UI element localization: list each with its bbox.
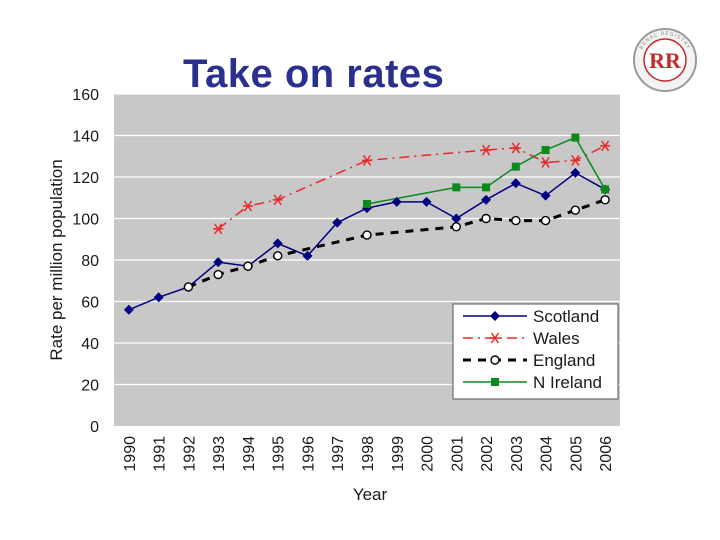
data-point xyxy=(362,154,372,166)
data-point xyxy=(600,195,610,205)
y-tick-label: 100 xyxy=(72,212,99,229)
y-tick-label: 40 xyxy=(81,336,99,353)
data-point xyxy=(482,183,491,192)
data-point xyxy=(272,194,283,206)
data-point xyxy=(570,205,581,215)
y-tick-label: 60 xyxy=(81,295,99,312)
x-tick-label: 1990 xyxy=(122,436,139,472)
legend-item: Scotland xyxy=(463,307,599,326)
x-tick-label: 2005 xyxy=(568,436,585,472)
data-point xyxy=(363,199,371,208)
x-axis-title: Year xyxy=(353,485,388,504)
data-point xyxy=(362,230,372,240)
x-tick-label: 1997 xyxy=(330,436,347,472)
y-tick-label: 160 xyxy=(72,87,99,104)
data-point xyxy=(391,196,402,207)
data-point xyxy=(490,355,500,365)
data-point xyxy=(540,215,551,226)
x-tick-label: 1996 xyxy=(300,436,317,472)
data-point xyxy=(481,194,492,205)
data-point xyxy=(570,154,581,166)
data-point xyxy=(601,185,610,194)
data-point xyxy=(571,133,580,142)
legend-item: N Ireland xyxy=(463,373,602,392)
legend-label: England xyxy=(533,351,595,370)
x-tick-label: 2004 xyxy=(539,436,556,472)
data-point xyxy=(213,257,224,268)
x-axis-ticks: 1990 1991 1992 1993 1994 1995 1996 1997 1998 1999… xyxy=(122,436,615,472)
data-point xyxy=(451,213,462,224)
legend-item: England xyxy=(463,351,595,370)
data-point xyxy=(511,162,520,171)
data-point xyxy=(570,167,581,178)
legend-label: N Ireland xyxy=(533,373,602,392)
data-point xyxy=(490,311,500,321)
logo-initials: RR xyxy=(649,48,682,73)
data-point xyxy=(511,215,521,226)
x-tick-label: 2003 xyxy=(509,436,526,472)
data-point xyxy=(421,196,432,207)
data-point xyxy=(540,190,551,201)
x-tick-label: 1994 xyxy=(241,436,258,472)
data-point xyxy=(541,146,550,155)
legend-label: Scotland xyxy=(533,307,599,326)
data-point xyxy=(213,223,224,235)
data-point xyxy=(451,222,461,232)
x-tick-label: 2001 xyxy=(449,436,466,472)
slide-title: Take on rates xyxy=(183,52,445,96)
y-tick-label: 0 xyxy=(90,419,99,436)
x-tick-label: 1992 xyxy=(181,436,198,472)
data-point xyxy=(452,183,461,192)
series-line-wales xyxy=(217,145,606,230)
y-tick-label: 120 xyxy=(72,170,99,187)
data-point xyxy=(540,157,551,168)
data-point xyxy=(510,142,521,154)
data-point xyxy=(123,304,134,315)
data-point xyxy=(183,282,194,292)
registry-logo: RR RENAL REGISTRY xyxy=(633,28,697,92)
x-tick-label: 1995 xyxy=(271,436,288,472)
data-point xyxy=(510,178,521,189)
data-point xyxy=(153,292,164,303)
data-point xyxy=(213,269,223,280)
y-axis-ticks: 0 20 40 60 80 100 120 140 160 xyxy=(72,87,99,436)
legend-box xyxy=(452,303,619,400)
data-point xyxy=(600,140,611,152)
data-point xyxy=(491,378,499,386)
data-point xyxy=(243,261,253,271)
data-point xyxy=(242,200,253,212)
data-point xyxy=(273,251,283,261)
legend: Scotland Wales England N Ireland xyxy=(452,303,619,400)
data-point xyxy=(481,213,491,224)
data-point xyxy=(481,144,492,156)
y-tick-label: 80 xyxy=(81,253,99,270)
x-tick-label: 1991 xyxy=(152,436,169,472)
y-axis-title: Rate per million population xyxy=(47,159,66,360)
x-tick-label: 2002 xyxy=(479,436,496,472)
x-tick-label: 1998 xyxy=(360,436,377,472)
legend-label: Wales xyxy=(533,329,580,348)
data-point xyxy=(272,238,283,249)
data-point xyxy=(302,250,313,261)
x-tick-label: 1999 xyxy=(390,436,407,472)
y-tick-label: 140 xyxy=(72,129,99,146)
y-tick-label: 20 xyxy=(81,378,99,395)
x-tick-label: 1993 xyxy=(211,436,228,472)
x-tick-label: 2000 xyxy=(420,436,437,472)
series-markers xyxy=(123,133,611,315)
legend-item: Wales xyxy=(463,329,580,348)
data-point xyxy=(490,332,500,344)
x-tick-label: 2006 xyxy=(598,436,615,472)
data-point xyxy=(332,217,343,228)
